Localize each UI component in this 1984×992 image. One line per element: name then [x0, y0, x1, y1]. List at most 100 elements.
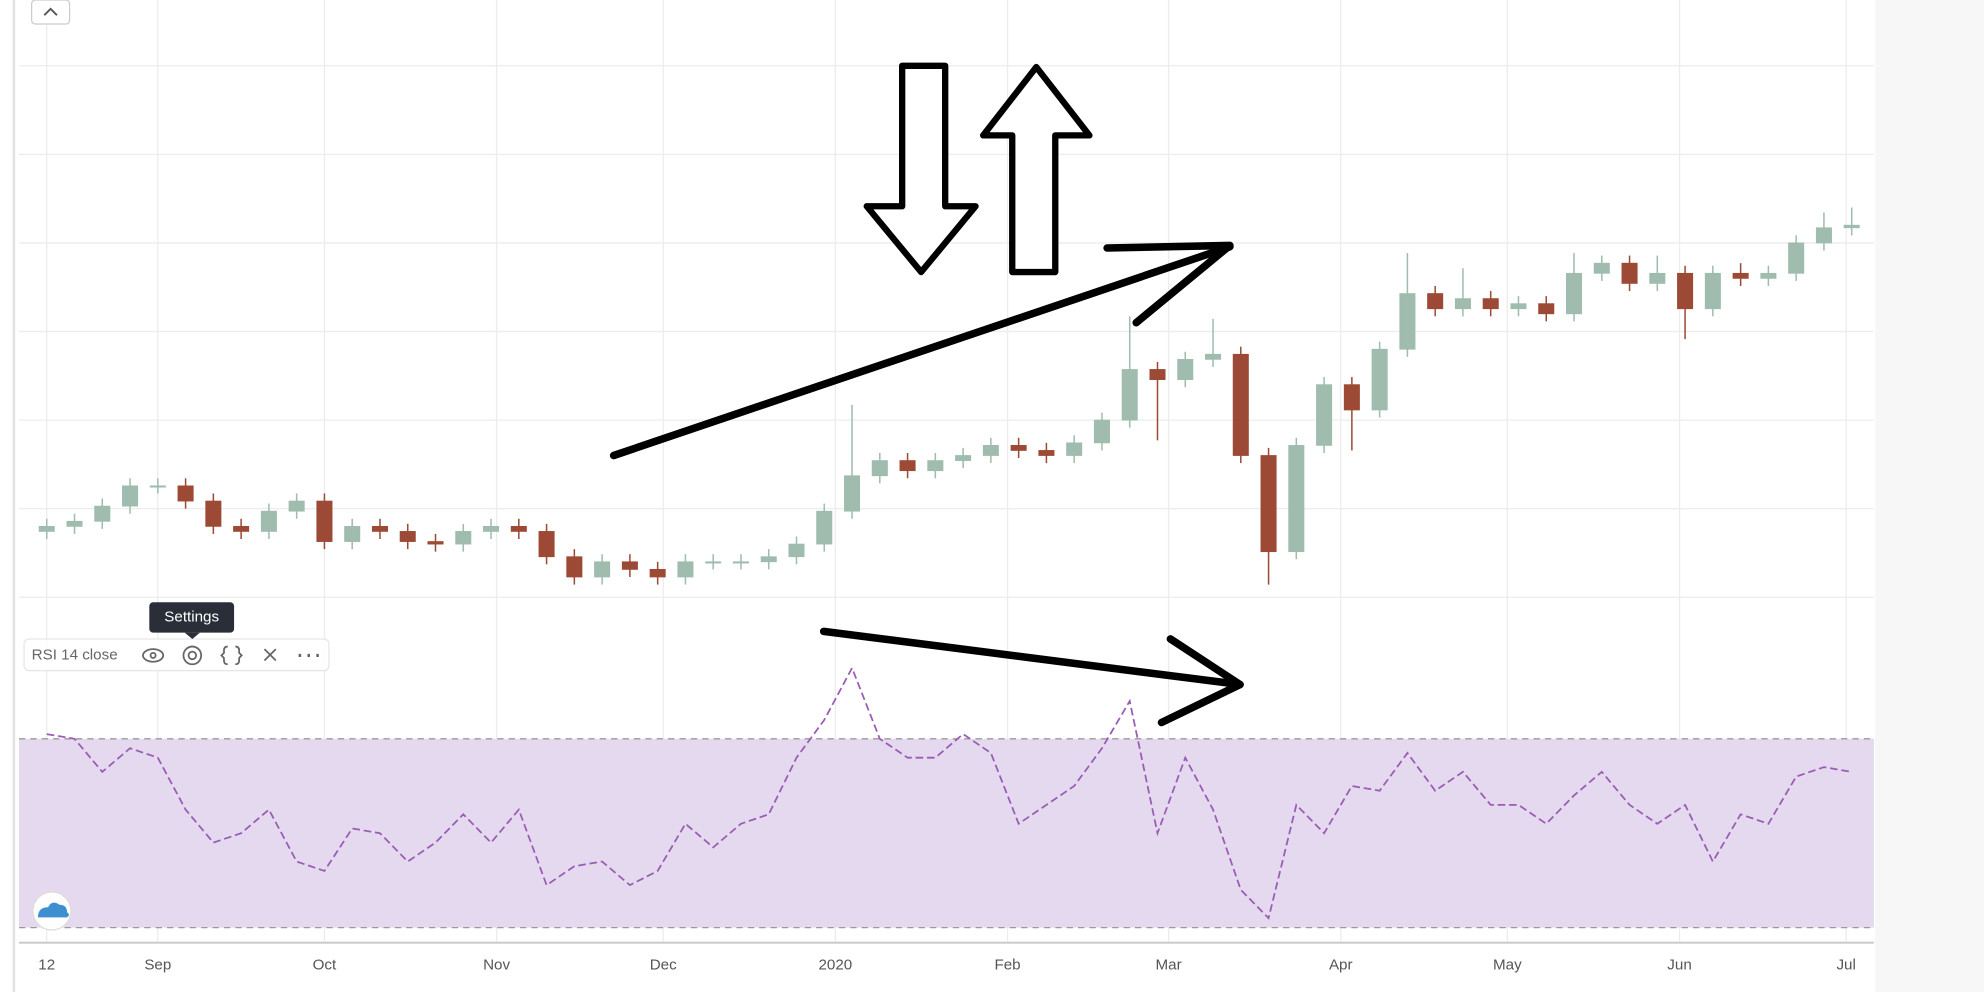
rsi-band [18, 738, 1874, 928]
annotations [609, 62, 1244, 727]
candle-body [1343, 384, 1360, 411]
candle-body [122, 485, 139, 507]
candle-body [1177, 358, 1194, 380]
rsi-line [46, 665, 1852, 920]
collapse-icon[interactable] [43, 7, 58, 16]
candle-body [1232, 353, 1249, 456]
candle-body [1371, 348, 1388, 411]
candle-body [1093, 419, 1110, 444]
logo-icon[interactable] [37, 902, 69, 918]
candle-body [316, 500, 333, 542]
candle-body [1288, 445, 1305, 553]
candle-body [760, 556, 777, 563]
x-tick-label: Sep [144, 956, 171, 973]
candle-body [66, 520, 83, 527]
candle-body [1260, 455, 1277, 553]
candle-body [1121, 369, 1138, 421]
candle-body [149, 485, 166, 488]
collapse-button[interactable] [31, 0, 71, 25]
candle-body [732, 561, 749, 564]
candle-body [455, 531, 472, 545]
candle-body [1482, 298, 1499, 310]
candle-body [705, 561, 722, 564]
x-tick-label: Jun [1667, 956, 1691, 973]
candle-body [1788, 242, 1805, 274]
candle-body [1566, 272, 1583, 315]
right-margin [1875, 0, 1984, 992]
candle-body [1510, 303, 1527, 310]
x-tick-label: 12 [38, 956, 55, 973]
candle-body [566, 556, 583, 578]
candle-body [594, 561, 611, 578]
candle-body [927, 460, 944, 472]
candle-body [94, 505, 111, 522]
source-code-icon[interactable] [220, 645, 243, 666]
x-tick-label: Feb [994, 956, 1020, 973]
candle-body [371, 525, 388, 532]
visibility-icon-pupil[interactable] [149, 652, 157, 659]
candle-body [1815, 227, 1832, 244]
x-tick-label: Dec [650, 956, 677, 973]
candle-body [344, 525, 361, 542]
x-tick-label: Oct [313, 956, 337, 973]
remove-icon[interactable] [263, 648, 277, 662]
candle-body [1677, 272, 1694, 310]
candle-body [1066, 442, 1083, 456]
candle-body [1454, 298, 1471, 310]
x-tick-label: 2020 [818, 956, 852, 973]
indicator-legend [23, 638, 330, 672]
candle-body [899, 460, 916, 472]
x-tick-label: Mar [1156, 956, 1182, 973]
candle-body [1760, 272, 1777, 279]
x-tick-label: Apr [1329, 956, 1353, 973]
candle-body [1205, 353, 1222, 360]
candle-body [205, 500, 222, 527]
candle-body [844, 475, 861, 512]
candle-body [483, 525, 500, 532]
candle-body [621, 561, 638, 570]
candle-body [1649, 272, 1666, 284]
candle-body [955, 455, 972, 461]
settings-icon-center[interactable] [187, 650, 198, 661]
tooltip [149, 602, 235, 633]
visibility-icon[interactable] [142, 648, 165, 663]
candle-body [649, 569, 666, 578]
candle-body [1538, 303, 1555, 315]
candle-body [510, 525, 527, 532]
trend-arrow-line [609, 242, 1234, 460]
legend-icons [142, 645, 319, 666]
candle-body [427, 541, 444, 545]
candle-body [260, 510, 277, 532]
candle-body [1399, 293, 1416, 350]
tooltip-pointer [184, 632, 200, 639]
candle-body [38, 525, 55, 532]
tooltip-text: Settings [164, 608, 219, 625]
candle-body [1038, 450, 1055, 456]
candle-body [399, 531, 416, 542]
divergence-arrow-head [1157, 635, 1244, 727]
x-tick-label: Nov [483, 956, 510, 973]
settings-icon[interactable] [182, 645, 203, 666]
candle-body [1149, 369, 1166, 380]
candle-body [1621, 262, 1638, 284]
candle-body [1010, 445, 1027, 451]
down-arrow [863, 62, 979, 276]
candle-body [677, 561, 694, 578]
x-tick-label: Jul [1836, 956, 1855, 973]
candle-body [788, 543, 805, 558]
divergence-arrow-line [819, 627, 1244, 689]
candles [38, 207, 1860, 585]
candle-body [1316, 384, 1333, 446]
legend-label: RSI 14 close [32, 646, 118, 663]
candle-body [1843, 224, 1860, 229]
candle-body [1427, 293, 1444, 310]
candle-body [816, 510, 833, 545]
candle-body [871, 460, 888, 477]
candle-body [982, 445, 999, 456]
rsi-pane [18, 665, 1874, 929]
x-axis: 12 Sep Oct Nov Dec 2020 Feb Mar Apr May Jun Jul [38, 956, 1856, 973]
trend-arrow-head [1103, 241, 1234, 327]
candle-body [233, 525, 250, 532]
